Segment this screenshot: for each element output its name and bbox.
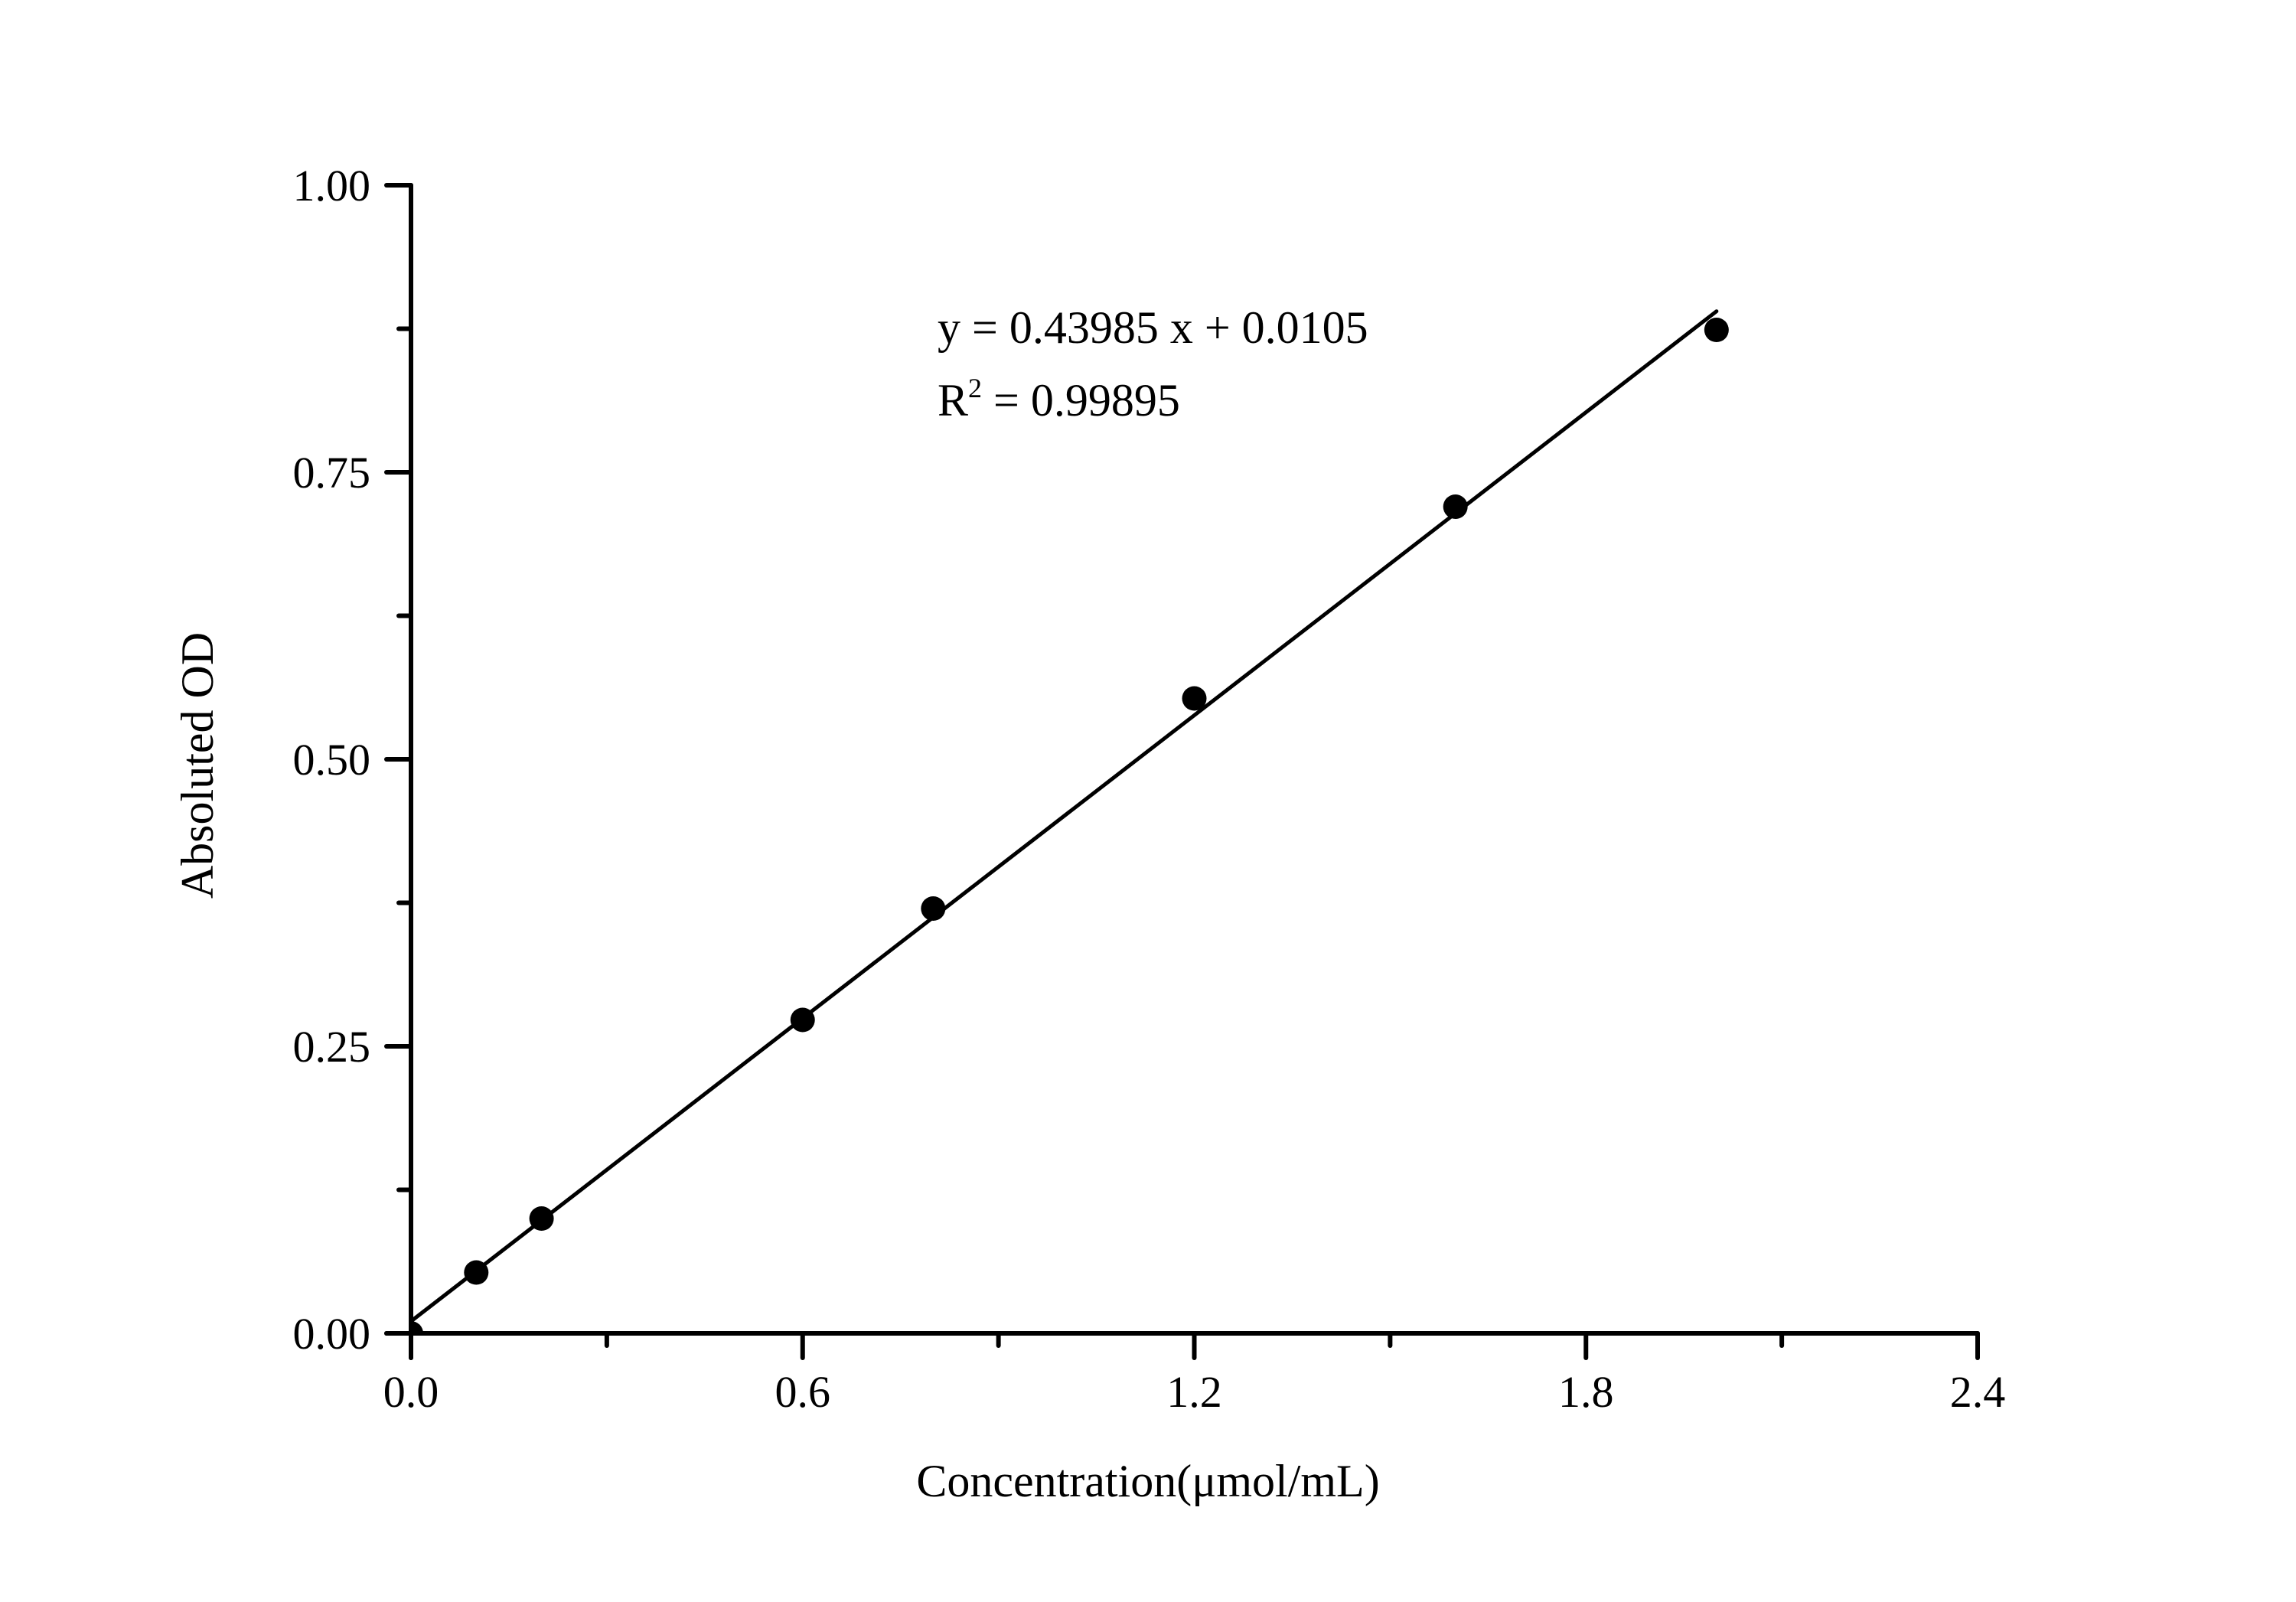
y-tick-label: 0.50 (293, 735, 371, 785)
r-squared-value: = 0.99895 (982, 375, 1180, 426)
axes (384, 183, 1980, 1360)
y-tick-label: 1.00 (293, 161, 371, 210)
y-tick-label: 0.00 (293, 1309, 371, 1359)
data-point-marker (921, 896, 946, 921)
fit-line (409, 309, 1719, 1323)
data-point-marker (411, 1321, 423, 1333)
data-point-marker (790, 1007, 815, 1033)
data-point-marker (529, 1206, 554, 1231)
y-axis-title: Absoluted OD (172, 632, 223, 899)
axis-ticks: 0.0 0.6 1.2 1.8 2.4 0.00 0.25 0.50 0.75 1.00 (293, 161, 2006, 1417)
r-squared: R2 = 0.99895 (938, 373, 1180, 426)
y-tick-label: 0.25 (293, 1022, 371, 1072)
data-points (411, 318, 1729, 1333)
data-point-marker (1182, 686, 1207, 711)
data-point-marker (464, 1260, 489, 1285)
data-point-marker (1704, 318, 1729, 342)
x-tick-label: 0.6 (775, 1367, 831, 1417)
r-squared-superscript: 2 (968, 373, 982, 403)
x-axis-title: Concentration(μmol/mL) (916, 1456, 1379, 1506)
fit-equation: y = 0.43985 x + 0.0105 (938, 302, 1368, 353)
x-tick-label: 1.8 (1558, 1367, 1614, 1417)
data-point-marker (1443, 494, 1468, 519)
y-tick-label: 0.75 (293, 448, 371, 498)
x-tick-label: 2.4 (1950, 1367, 2006, 1417)
x-tick-label: 0.0 (383, 1367, 439, 1417)
r-squared-letter: R (938, 375, 968, 426)
x-tick-label: 1.2 (1166, 1367, 1222, 1417)
linear-fit-line (409, 309, 1719, 1323)
